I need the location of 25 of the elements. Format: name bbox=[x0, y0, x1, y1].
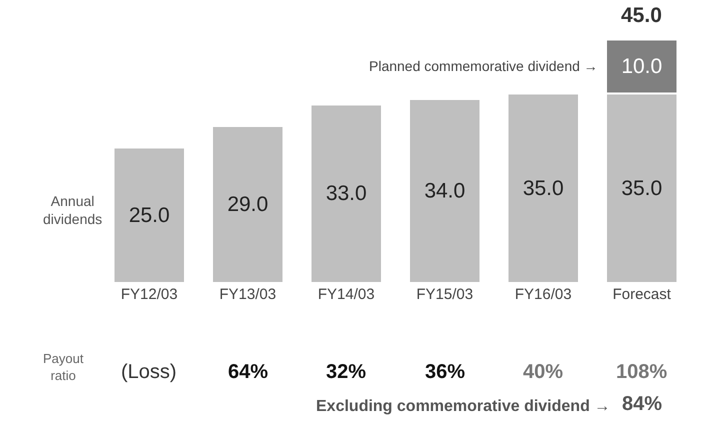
text: Payout ratio bbox=[43, 351, 84, 383]
data-label: 35.0 bbox=[522, 176, 564, 200]
text: 32% bbox=[326, 361, 366, 383]
x-tick-label: Forecast bbox=[612, 286, 672, 303]
annotation: Planned commemorative dividend → bbox=[369, 58, 598, 74]
x-tick-label: FY16/03 bbox=[514, 286, 572, 303]
data-label: 34.0 bbox=[424, 179, 466, 202]
text: 84% bbox=[622, 393, 662, 415]
total-label: 45.0 bbox=[621, 4, 662, 27]
text: 36% bbox=[425, 361, 466, 383]
text: 108% bbox=[616, 361, 668, 383]
data-label: 29.0 bbox=[227, 192, 268, 216]
data-label: 33.0 bbox=[326, 182, 367, 206]
x-tick-label: FY14/03 bbox=[318, 286, 375, 303]
x-tick-label: FY12/03 bbox=[120, 286, 178, 303]
data-label: 10.0 bbox=[621, 54, 662, 78]
data-label: 35.0 bbox=[621, 176, 662, 200]
y-axis-title: Annual dividends bbox=[43, 193, 102, 228]
text: 64% bbox=[228, 361, 268, 383]
data-label: 25.0 bbox=[128, 204, 170, 227]
x-tick-label: FY15/03 bbox=[416, 286, 474, 303]
text: 40% bbox=[523, 361, 564, 383]
text: Excluding commemorative dividend → bbox=[316, 398, 610, 415]
x-tick-label: FY13/03 bbox=[219, 286, 276, 303]
text: (Loss) bbox=[121, 361, 177, 383]
